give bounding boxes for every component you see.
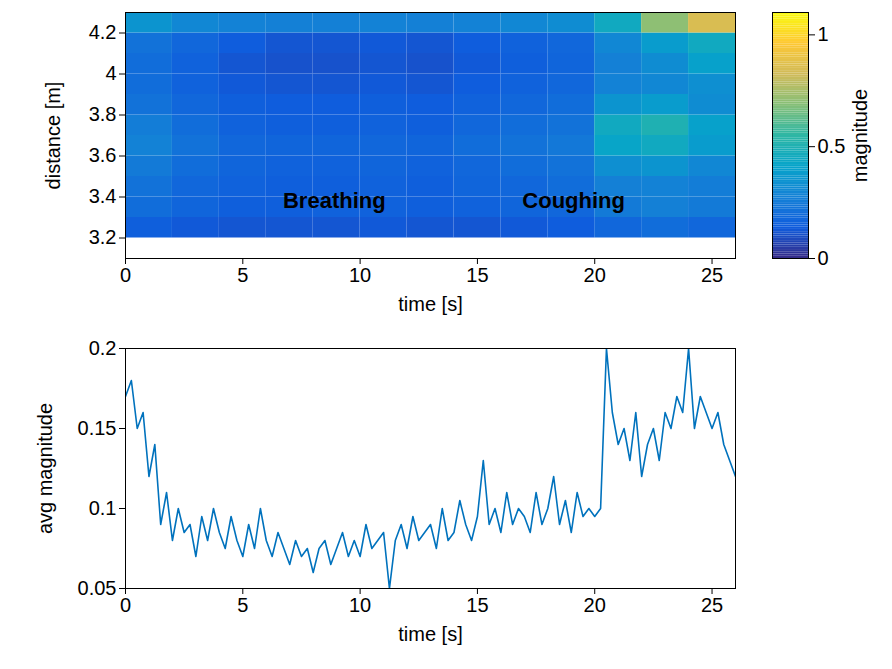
svg-text:5: 5 (237, 594, 248, 616)
svg-text:time [s]: time [s] (398, 293, 462, 315)
svg-text:0.5: 0.5 (818, 135, 846, 157)
svg-text:time [s]: time [s] (398, 623, 462, 645)
svg-text:1: 1 (818, 23, 829, 45)
svg-text:20: 20 (584, 594, 606, 616)
svg-text:15: 15 (466, 594, 488, 616)
svg-text:3.4: 3.4 (89, 185, 117, 207)
svg-text:3.8: 3.8 (89, 103, 117, 125)
svg-text:0: 0 (120, 594, 131, 616)
svg-text:3.6: 3.6 (89, 144, 117, 166)
svg-text:0.05: 0.05 (78, 577, 117, 599)
svg-text:0: 0 (120, 264, 131, 286)
svg-text:magnitude: magnitude (849, 89, 871, 182)
svg-text:0: 0 (818, 247, 829, 269)
svg-text:4.2: 4.2 (89, 21, 117, 43)
svg-text:Coughing: Coughing (522, 188, 625, 213)
svg-text:Breathing: Breathing (283, 188, 386, 213)
svg-text:20: 20 (584, 264, 606, 286)
svg-text:3.2: 3.2 (89, 226, 117, 248)
svg-text:4: 4 (105, 62, 116, 84)
svg-text:25: 25 (701, 594, 723, 616)
svg-text:15: 15 (466, 264, 488, 286)
svg-text:10: 10 (349, 594, 371, 616)
svg-text:5: 5 (237, 264, 248, 286)
svg-text:0.2: 0.2 (89, 337, 117, 359)
svg-text:distance [m]: distance [m] (42, 82, 64, 190)
svg-text:avg magnitude: avg magnitude (34, 403, 56, 534)
svg-text:0.1: 0.1 (89, 497, 117, 519)
svg-text:25: 25 (701, 264, 723, 286)
svg-text:0.15: 0.15 (78, 417, 117, 439)
svg-text:10: 10 (349, 264, 371, 286)
